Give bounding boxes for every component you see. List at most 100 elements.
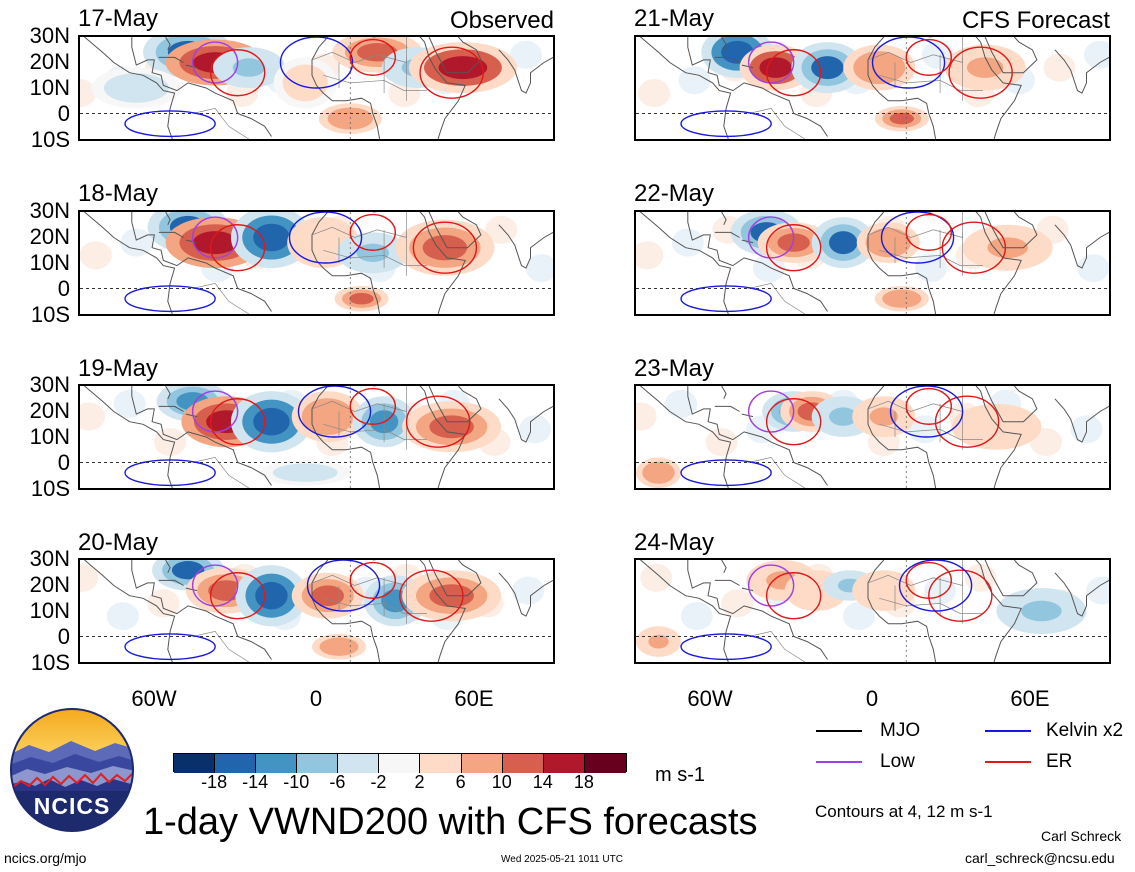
coastline: [640, 386, 732, 488]
contour-line: [905, 387, 953, 425]
anomaly-background-patch: [705, 428, 738, 457]
coastline: [372, 37, 466, 139]
anomaly-background-patch: [1083, 40, 1109, 69]
lat-label: 10S: [30, 127, 70, 152]
lat-label: 10N: [29, 250, 70, 275]
contour-line: [905, 213, 953, 251]
coastline: [928, 212, 1022, 314]
lon-label: 60W: [687, 686, 733, 711]
contour-line: [680, 285, 772, 313]
contour-line: [765, 398, 822, 446]
coastline: [687, 386, 828, 486]
contour-line: [349, 387, 397, 425]
anomaly-blob: [284, 466, 326, 479]
anomaly-background-patch: [671, 228, 704, 257]
legend-line-er: [985, 761, 1031, 763]
coastline: [741, 413, 754, 418]
anomaly-background-patch: [154, 428, 187, 457]
country-border: [192, 457, 250, 488]
coastline: [84, 37, 176, 139]
contour-line: [412, 221, 478, 274]
colorbar-tick-label: -10: [283, 772, 310, 792]
legend-label-low: Low: [880, 751, 915, 772]
colorbar-swatch: [297, 754, 339, 773]
coastline: [714, 231, 740, 238]
contour-line: [349, 38, 397, 76]
colorbar-swatch: [502, 754, 544, 773]
coastline: [867, 37, 937, 139]
contour-line: [124, 633, 216, 661]
panel-tag: Observed: [449, 7, 554, 34]
coastline: [984, 386, 1038, 423]
contour-line: [765, 49, 822, 97]
anomaly-blob: [889, 292, 914, 305]
coastline: [721, 560, 727, 574]
coastline: [84, 560, 176, 662]
anomaly-blob: [349, 292, 374, 305]
coastline: [1054, 398, 1109, 443]
coastline: [721, 37, 727, 51]
anomaly-blob: [116, 78, 157, 98]
coastline: [165, 386, 171, 400]
anomaly-blob: [811, 56, 844, 80]
panel-date: 18-May: [78, 180, 159, 207]
panel-date: 21-May: [634, 5, 715, 32]
contour-line: [209, 572, 266, 620]
map-panel: [78, 210, 555, 316]
anomaly-blob: [648, 465, 669, 480]
footer-email: carl_schreck@ncsu.edu: [965, 850, 1115, 866]
anomaly-blob: [889, 112, 914, 125]
lat-label: 10S: [30, 650, 70, 675]
anomaly-blob: [438, 56, 488, 80]
contour-line: [680, 110, 772, 138]
colorbar-swatch: [174, 754, 216, 773]
legend-label-kelvin: Kelvin x2: [1046, 720, 1124, 741]
map-panel: [634, 384, 1111, 490]
anomaly-background-patch: [525, 254, 553, 283]
coastline: [131, 560, 272, 660]
colorbar-unit: m s-1: [655, 764, 705, 786]
colorbar-tick-label: -6: [329, 772, 346, 792]
anomaly-background-patch: [752, 254, 785, 283]
map-panel: [78, 384, 555, 490]
anomaly-background-patch: [638, 79, 671, 108]
coastline: [741, 587, 754, 592]
coastline: [640, 37, 732, 139]
coastline: [428, 386, 482, 423]
contour-line: [209, 398, 266, 446]
contour-line: [124, 110, 216, 138]
coastline: [714, 405, 740, 412]
lat-label: 0: [57, 450, 70, 475]
contour-line: [680, 459, 772, 487]
coastline: [928, 37, 1022, 139]
contour-line: [124, 285, 216, 313]
coastline: [185, 413, 198, 418]
contour-line: [747, 216, 795, 259]
coastline: [984, 212, 1038, 249]
contour-line: [124, 459, 216, 487]
anomaly-background-patch: [636, 241, 664, 270]
logo-emblem-icon: [10, 708, 134, 832]
legend-label-er: ER: [1046, 751, 1073, 772]
coastline: [84, 212, 176, 314]
anomaly-blob: [356, 243, 390, 262]
coastline: [311, 37, 381, 139]
anomaly-background-patch: [721, 589, 754, 618]
anomaly-background-patch: [665, 389, 698, 418]
lat-label: 20N: [29, 572, 70, 597]
coastline: [687, 37, 828, 137]
anomaly-blob: [253, 223, 290, 252]
lat-label: 10N: [29, 598, 70, 623]
anomaly-blob: [311, 585, 344, 607]
legend-line-mjo: [816, 730, 862, 732]
coastline: [165, 212, 171, 226]
lon-label: 60E: [1010, 686, 1050, 711]
contour-line: [279, 37, 354, 89]
contour-line: [297, 386, 372, 438]
figure-title: 1-day VWND200 with CFS forecasts: [143, 801, 758, 843]
lat-label: 30N: [29, 546, 70, 571]
colorbar-swatch: [461, 754, 503, 773]
anomaly-blob: [869, 581, 898, 600]
anomaly-blob: [863, 57, 896, 78]
coastline: [131, 37, 272, 137]
